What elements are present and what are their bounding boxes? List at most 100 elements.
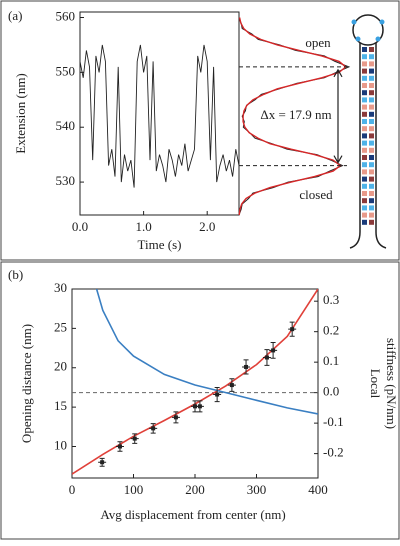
x-tick-label: 100 [124,482,144,497]
loop-base [351,19,357,25]
y-axis-label: Extension (nm) [13,73,28,154]
base [369,75,374,81]
x-axis-label: Time (s) [138,237,182,252]
base [362,155,367,160]
y-tick-label: 550 [56,63,76,78]
point [117,444,122,449]
base [362,219,367,225]
base [362,83,367,88]
hairpin-loop [352,14,384,46]
base [362,183,367,189]
fit-curve [238,17,347,216]
base [362,68,367,74]
base [369,83,374,88]
y2-tick-label: -0.1 [323,414,344,429]
base [362,191,367,196]
point [100,460,105,465]
base [369,47,374,52]
base [369,183,374,189]
base [369,155,374,160]
base [369,97,374,103]
base [362,147,367,153]
point [271,348,276,353]
point [197,404,202,409]
y-tick-label: 25 [54,319,67,334]
x-tick-label: 2.0 [199,219,215,234]
base [362,126,367,132]
point [290,327,295,332]
delta-arrow [333,68,343,164]
panel-label: (b) [8,267,23,282]
y-tick-label: 530 [56,173,76,188]
base [369,111,374,117]
base [362,205,367,211]
base [369,191,374,196]
y2-tick-label: -0.2 [323,445,344,460]
base [362,119,367,124]
base [369,198,374,204]
point [215,392,220,397]
curve [95,289,318,415]
base [369,61,374,67]
annotation: open [305,35,331,50]
base [369,162,374,168]
hairpin-diagram [349,14,387,249]
x-tick-label: 0.0 [72,219,88,234]
base [369,205,374,211]
histogram-outline [238,17,351,216]
base [369,219,374,225]
plot-frame [71,288,319,479]
base [362,198,367,204]
base [362,54,367,60]
y-tick-label: 15 [54,398,67,413]
base [362,176,367,182]
base [369,119,374,124]
point [173,415,178,420]
base [362,111,367,117]
base [369,169,374,175]
base [369,133,374,139]
base [362,133,367,139]
point [264,355,269,360]
y-tick-label: 560 [56,8,76,23]
x-axis-label: Avg displacement from center (nm) [100,507,285,522]
point [244,364,249,369]
y-tick-label: 30 [54,280,67,295]
base [362,162,367,168]
point [193,404,197,409]
annotation: Δx = 17.9 nm [260,107,331,122]
x-tick-label: 0 [69,482,76,497]
y2-tick-label: 0.1 [323,353,339,368]
plot-area [72,289,318,475]
loop-base [375,36,381,42]
y2-tick-label: 0.2 [323,323,339,338]
x-tick-label: 300 [247,482,267,497]
base [362,212,367,218]
y2-axis-label: Local [368,369,383,399]
base [362,61,367,67]
loop-base [379,19,385,25]
base [369,126,374,132]
point [229,383,234,388]
base [362,97,367,103]
panel-a-frame [0,0,400,261]
trace-line [79,44,240,188]
x-tick-label: 200 [185,482,205,497]
plot-frame [79,11,240,216]
base [369,90,374,96]
y-axis-label: Opening distance (nm) [19,324,34,443]
base [369,147,374,153]
point [151,426,156,431]
base [362,90,367,96]
base [369,176,374,182]
base [369,68,374,74]
point [132,436,137,441]
y2-tick-label: 0.0 [323,384,339,399]
base [369,54,374,60]
base [369,212,374,218]
base [362,169,367,175]
y2-tick-label: 0.3 [323,292,339,307]
loop-base [355,36,361,42]
annotation: closed [299,187,333,202]
